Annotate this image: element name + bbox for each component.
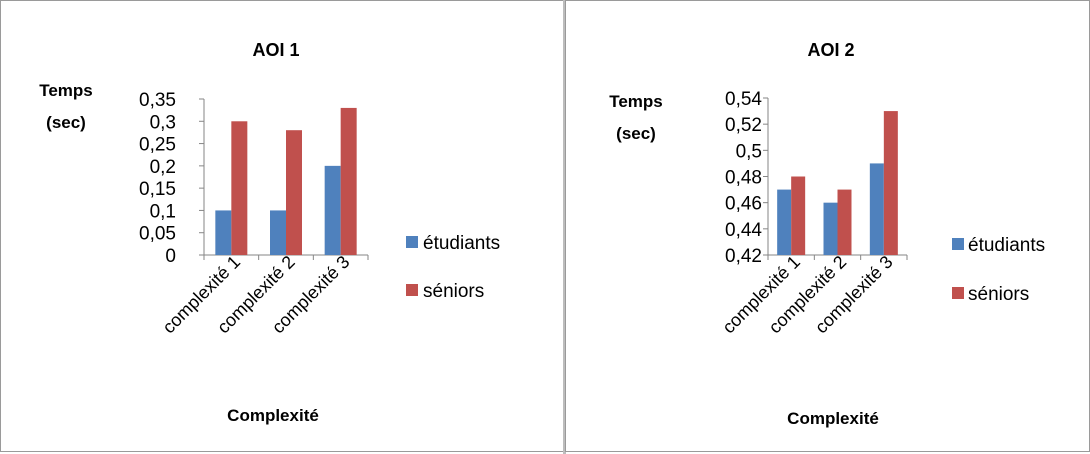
y-tick-label: 0,05: [139, 224, 176, 245]
bar-seniors-1: [791, 176, 806, 255]
bar-seniors-2: [837, 189, 852, 255]
y-tick-label: 0,46: [725, 194, 762, 215]
y-axis-label-line1: Temps: [609, 92, 663, 111]
chart-panel-aoi2: AOI 2 Temps (sec) Complexité étudiants s…: [565, 0, 1090, 452]
legend-swatch-seniors: [952, 287, 964, 299]
bar-etudiants-3: [869, 163, 884, 255]
legend-label-etudiants: étudiants: [423, 233, 500, 254]
bar-seniors-2: [286, 130, 302, 255]
legend-swatch-etudiants: [406, 236, 418, 248]
chart-aoi2: AOI 2 Temps (sec) Complexité étudiants s…: [609, 40, 1045, 428]
x-axis-label: Complexité: [227, 406, 319, 425]
legend-swatch-seniors: [406, 284, 418, 296]
y-axis-label-line2: (sec): [46, 113, 86, 132]
legend-label-seniors: séniors: [423, 281, 484, 302]
y-tick-label: 0,15: [139, 179, 176, 200]
legend-label-etudiants: étudiants: [968, 235, 1045, 256]
panel-divider: [563, 0, 566, 454]
legend-swatch-etudiants: [952, 238, 964, 250]
y-axis-label-line1: Temps: [39, 81, 93, 100]
x-axis-label: Complexité: [787, 409, 879, 428]
y-tick-label: 0,1: [150, 201, 176, 222]
bar-seniors-3: [883, 111, 898, 255]
bar-etudiants-2: [823, 202, 838, 255]
y-tick-label: 0,52: [725, 115, 762, 136]
chart-panel-aoi1: AOI 1 Temps (sec) Complexité étudiants s…: [0, 0, 565, 452]
bar-etudiants-1: [777, 189, 792, 255]
chart-title: AOI 2: [807, 40, 854, 60]
y-tick-label: 0,54: [725, 89, 762, 110]
y-tick-label: 0,3: [150, 112, 176, 133]
chart-aoi1: AOI 1 Temps (sec) Complexité étudiants s…: [39, 40, 500, 425]
chart-title: AOI 1: [252, 40, 299, 60]
y-tick-label: 0,2: [150, 157, 176, 178]
legend: étudiants séniors: [952, 235, 1045, 305]
bar-seniors-1: [231, 121, 248, 256]
y-tick-label: 0,5: [736, 141, 762, 162]
bar-etudiants-1: [215, 210, 232, 255]
y-tick-label: 0,48: [725, 168, 762, 189]
bar-etudiants-2: [270, 210, 286, 255]
y-tick-label: 0,25: [139, 135, 176, 156]
y-axis-label-line2: (sec): [616, 124, 656, 143]
y-tick-label: 0,44: [725, 220, 762, 241]
legend-label-seniors: séniors: [968, 284, 1029, 305]
legend: étudiants séniors: [406, 233, 500, 302]
y-tick-label: 0,42: [725, 246, 762, 267]
y-tick-label: 0: [165, 246, 176, 267]
y-tick-label: 0,35: [139, 90, 176, 111]
bar-seniors-3: [340, 107, 357, 256]
bar-etudiants-3: [324, 165, 341, 255]
